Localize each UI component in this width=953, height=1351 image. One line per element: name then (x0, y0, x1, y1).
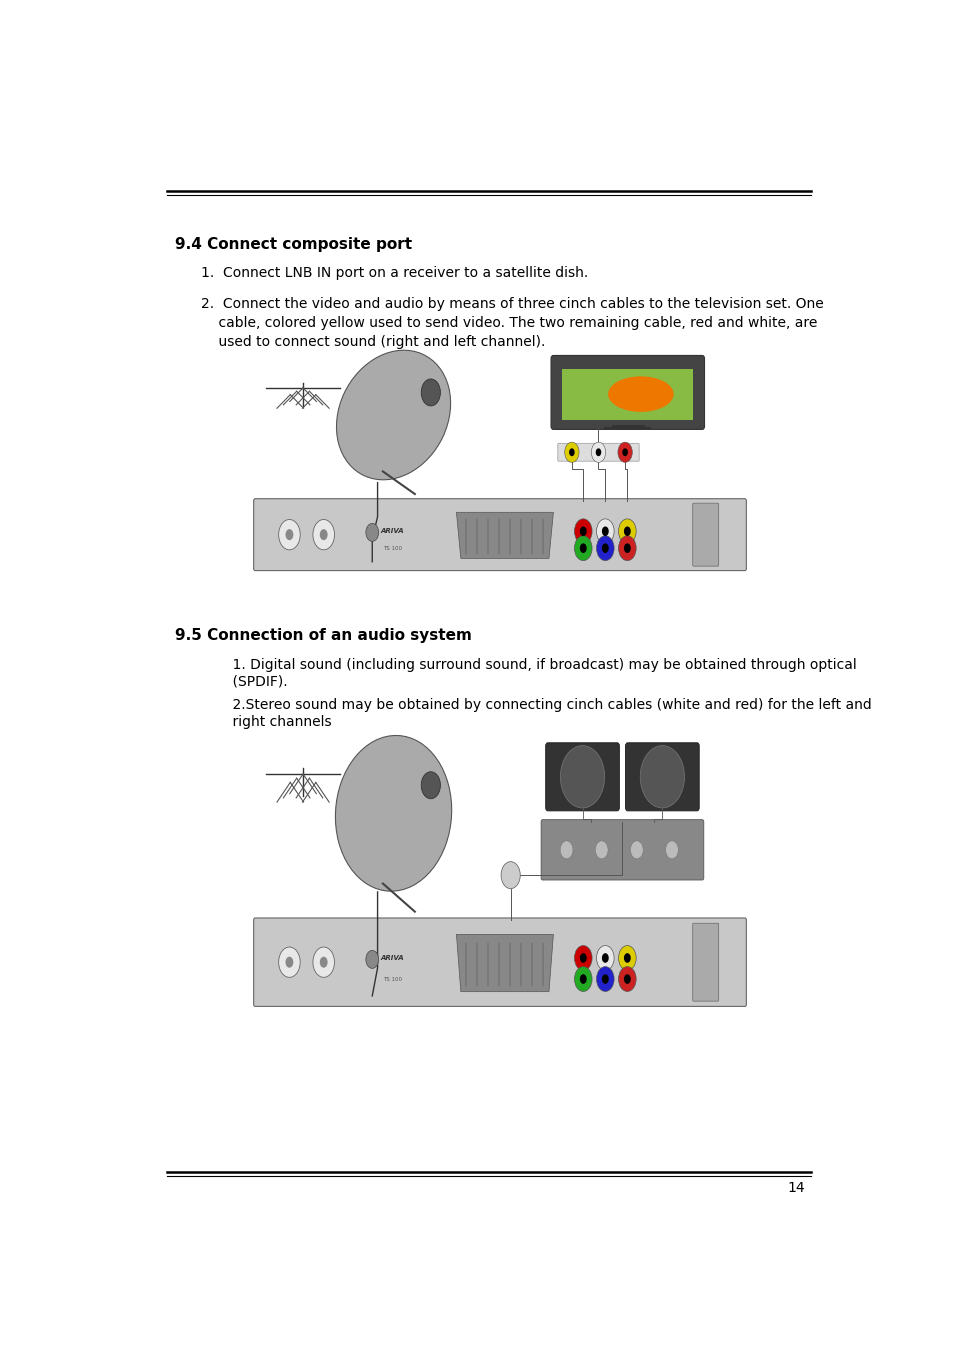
Text: TS 100: TS 100 (382, 977, 401, 982)
Circle shape (618, 536, 636, 561)
Circle shape (639, 746, 684, 808)
Circle shape (623, 527, 630, 536)
Circle shape (285, 957, 293, 967)
Text: (SPDIF).: (SPDIF). (215, 676, 288, 689)
Circle shape (579, 954, 586, 963)
Circle shape (559, 840, 573, 859)
Circle shape (621, 449, 627, 457)
FancyBboxPatch shape (561, 369, 693, 420)
Circle shape (579, 527, 586, 536)
Circle shape (618, 442, 632, 462)
Circle shape (623, 974, 630, 984)
Circle shape (595, 840, 607, 859)
Circle shape (618, 519, 636, 543)
Circle shape (618, 946, 636, 970)
Circle shape (569, 449, 574, 457)
Circle shape (278, 947, 300, 977)
Circle shape (601, 954, 608, 963)
Circle shape (596, 967, 614, 992)
Polygon shape (456, 512, 553, 558)
FancyBboxPatch shape (558, 443, 639, 461)
Text: used to connect sound (right and left channel).: used to connect sound (right and left ch… (200, 335, 544, 349)
Text: 2.Stereo sound may be obtained by connecting cinch cables (white and red) for th: 2.Stereo sound may be obtained by connec… (215, 698, 871, 712)
Circle shape (278, 520, 300, 550)
Circle shape (579, 974, 586, 984)
Circle shape (618, 967, 636, 992)
Circle shape (601, 543, 608, 553)
Circle shape (596, 519, 614, 543)
Circle shape (421, 378, 440, 405)
Circle shape (595, 449, 600, 457)
Text: ARIVA: ARIVA (380, 528, 404, 534)
Circle shape (319, 530, 327, 540)
Text: 1.  Connect LNB IN port on a receiver to a satellite dish.: 1. Connect LNB IN port on a receiver to … (200, 266, 587, 280)
Text: 9.5 Connection of an audio system: 9.5 Connection of an audio system (174, 628, 471, 643)
FancyBboxPatch shape (625, 743, 699, 811)
Polygon shape (456, 935, 553, 992)
Circle shape (313, 947, 335, 977)
Circle shape (601, 974, 608, 984)
Circle shape (574, 519, 592, 543)
Circle shape (574, 946, 592, 970)
Text: 14: 14 (786, 1181, 803, 1194)
Circle shape (601, 527, 608, 536)
FancyBboxPatch shape (540, 820, 703, 880)
Text: ARIVA: ARIVA (380, 955, 404, 961)
Circle shape (564, 442, 578, 462)
Circle shape (366, 950, 378, 969)
Circle shape (574, 967, 592, 992)
Ellipse shape (607, 377, 673, 412)
Text: right channels: right channels (215, 715, 332, 728)
FancyBboxPatch shape (233, 347, 765, 573)
Text: 1. Digital sound (including surround sound, if broadcast) may be obtained throug: 1. Digital sound (including surround sou… (215, 658, 856, 673)
FancyBboxPatch shape (545, 743, 618, 811)
FancyBboxPatch shape (253, 499, 745, 570)
Text: 9.4 Connect composite port: 9.4 Connect composite port (174, 236, 412, 253)
Circle shape (596, 536, 614, 561)
Circle shape (319, 957, 327, 967)
Circle shape (665, 840, 678, 859)
Circle shape (623, 543, 630, 553)
Text: cable, colored yellow used to send video. The two remaining cable, red and white: cable, colored yellow used to send video… (200, 316, 816, 330)
Circle shape (574, 536, 592, 561)
Circle shape (596, 946, 614, 970)
Ellipse shape (336, 350, 450, 480)
Circle shape (500, 862, 519, 889)
FancyBboxPatch shape (253, 917, 745, 1006)
Ellipse shape (335, 735, 451, 892)
Text: TS 100: TS 100 (382, 546, 401, 551)
Text: 2.  Connect the video and audio by means of three cinch cables to the television: 2. Connect the video and audio by means … (200, 297, 822, 311)
FancyBboxPatch shape (233, 730, 765, 1011)
Circle shape (285, 530, 293, 540)
FancyBboxPatch shape (692, 923, 718, 1001)
Circle shape (591, 442, 605, 462)
Circle shape (559, 746, 604, 808)
Circle shape (421, 771, 440, 798)
Circle shape (579, 543, 586, 553)
FancyBboxPatch shape (551, 355, 703, 430)
Circle shape (630, 840, 642, 859)
Circle shape (366, 523, 378, 542)
Circle shape (313, 520, 335, 550)
Circle shape (623, 954, 630, 963)
FancyBboxPatch shape (692, 503, 718, 566)
